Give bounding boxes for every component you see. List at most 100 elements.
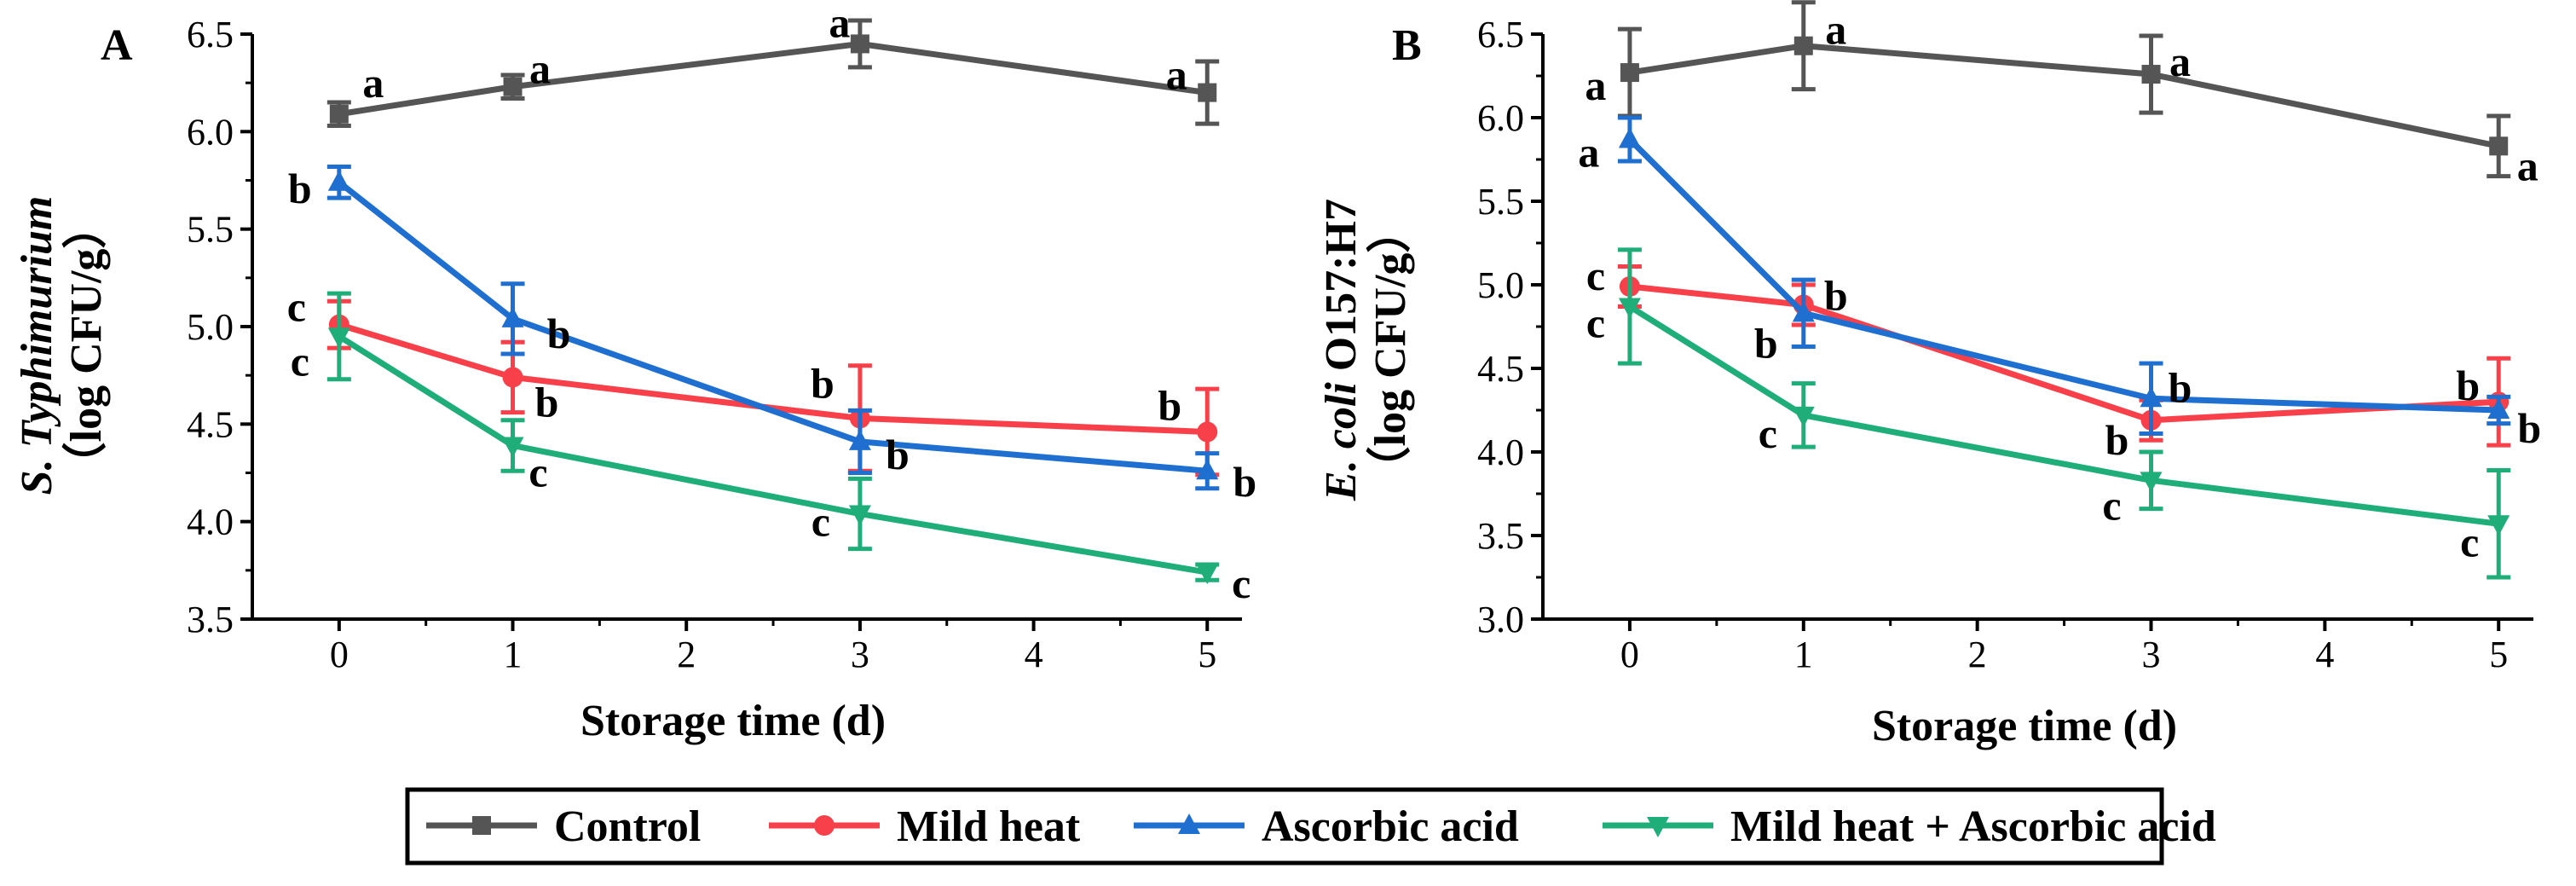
panel-b-series-control: a a a a [1585,0,2538,189]
panel-a-series-control: a a a a [326,0,1220,128]
legend-item-mild-heat: Mild heat [769,802,1081,851]
panel-b-ylabel-unit: （log CFU/g） [1366,209,1415,491]
panel-a-series-mild-heat-ascorbic-acid-point [1196,564,1219,585]
panel-a-series-control-significance-letter: a [829,0,850,46]
panel-a-x-tick-label: 4 [1025,634,1043,675]
legend-label-mild-heat-ascorbic-acid: Mild heat + Ascorbic acid [1730,802,2216,851]
panel-b-series-control-point [1620,63,1639,83]
legend: Control Mild heat Ascorbic acid Mild heat +… [405,787,2216,866]
legend-marker-ascorbic-acid [1178,814,1200,834]
panel-a-y-tick-label: 6.0 [187,111,234,153]
panel-a-y-tick-label: 3.5 [187,599,234,640]
panel-b-x-tick-label: 0 [1620,634,1639,675]
panel-b-series-ascorbic-acid-point [2487,398,2510,419]
panel-a-series-control-significance-letter: a [362,59,384,107]
panel-b-series-mild-heat-ascorbic-acid-significance-letter: c [2102,481,2121,529]
panel-b-series-mild-heat-ascorbic-acid-significance-letter: c [1586,298,1605,346]
panel-a-series-control-significance-letter: a [529,45,551,93]
panel-b-x-tick-label: 2 [1968,634,1987,675]
panel-b-series-control-point [1793,36,1813,55]
legend-box [405,787,2164,866]
panel-a-series-mild-heat-significance-letter: b [535,378,559,426]
panel-a-x-tick-label: 5 [1198,634,1216,675]
legend-marker-control [472,816,491,835]
panel-b-label: B [1392,21,1422,70]
panel-b-series-ascorbic-acid-point [1792,301,1815,322]
legend-item-ascorbic-acid: Ascorbic acid [1134,802,1519,851]
panel-a-y-tick-label: 4.5 [187,403,234,445]
panel-b-series-ascorbic-acid-point [1618,127,1641,148]
panel-b-y-tick-label: 5.0 [1477,264,1524,306]
panel-a-series-ascorbic-acid-point [848,429,871,450]
panel-a-series-mild-heat-ascorbic-acid-line [337,333,1208,576]
panel-a-ylabel-species: S. Typhimurium [13,196,61,495]
panel-a-series-mild-heat-ascorbic-acid: c c c c [291,291,1250,607]
panel-a-y-tick-label: 6.5 [187,14,234,55]
panel-a-series-mild-heat-point [502,367,523,388]
panel-b-series-ascorbic-acid-significance-letter: b [2517,404,2541,452]
panel-a-label: A [101,21,133,70]
panel-b-ylabel-species: E. coli [1317,382,1366,501]
panel-a-series-mild-heat-ascorbic-acid-significance-letter: c [528,448,547,495]
panel-b-series-mild-heat-ascorbic-acid-significance-letter: c [2460,518,2479,565]
panel-a-xlabel: Storage time (d) [580,697,886,745]
legend-label-ascorbic-acid: Ascorbic acid [1262,802,1519,851]
panel-b-y-tick-label: 5.5 [1477,181,1524,223]
panel-b-series-control-line [1629,43,2499,149]
panel-b-series-mild-heat-significance-letter: b [1824,272,1848,320]
panel-a-series-ascorbic-acid-point [327,170,350,191]
panel-a-series-mild-heat-ascorbic-acid-significance-letter: c [291,337,309,385]
panel-b-series-ascorbic-acid-point [2140,386,2163,408]
panel-a-x-tick-label: 3 [851,634,869,675]
panel-b-y-tick-label: 6.5 [1477,14,1524,55]
panel-b-series-mild-heat-significance-letter: b [2456,362,2480,409]
panel-a-x-tick-label: 1 [504,634,523,675]
panel-a-series-control-point [850,34,869,54]
panel-a-ylabel-unit: （log CFU/g） [61,205,111,487]
panel-a-x-tick-label: 2 [677,634,696,675]
panel-a-series-ascorbic-acid-line [337,180,1208,474]
panel-a-series-ascorbic-acid-significance-letter: b [288,165,312,212]
panel-b-series-mild-heat-significance-letter: b [2105,416,2129,464]
panel-b-series-mild-heat-ascorbic-acid-line [1628,304,2499,527]
panel-b-series-mild-heat-ascorbic-acid-point [1618,298,1641,319]
legend-marker-mild-heat [814,815,835,836]
panel-b-y-tick-label: 4.0 [1477,431,1524,473]
panel-b-series-control-point [2141,65,2161,84]
legend-item-mild-heat-ascorbic-acid: Mild heat + Ascorbic acid [1603,802,2216,851]
panel-b-series-control-significance-letter: a [2169,38,2191,85]
panel-b-y-tick-label: 3.5 [1477,515,1524,557]
panel-a-series-ascorbic-acid-point [1196,459,1219,480]
panel-b-series-mild-heat-ascorbic-acid-significance-letter: c [1759,409,1777,457]
panel-b-series-ascorbic-acid-significance-letter: b [2169,363,2192,411]
panel-b-ylabel-title: E. coli O157:H7 [1317,199,1366,501]
panel-b-series-mild-heat: c bbb [1586,252,2511,464]
panel-a-series-control-point [503,77,523,96]
panel-a-y-tick-label: 5.5 [187,209,234,251]
panel-a-series-mild-heat-ascorbic-acid-significance-letter: c [1232,559,1250,607]
panel-a-y-tick-label: 5.0 [187,306,234,348]
panel-a-series-ascorbic-acid-significance-letter: b [1233,458,1256,506]
panel-a-chart: A S. Typhimurium （log CFU/g） Storage tim… [13,0,1256,745]
panel-b-xlabel: Storage time (d) [1872,702,2177,750]
panel-b-ylabel-strain: O157:H7 [1317,199,1366,382]
legend-marker-mild-heat-ascorbic-acid [1647,817,1669,837]
panel-b-series-control-significance-letter: a [2517,142,2538,189]
panel-b-series-ascorbic-acid-significance-letter: b [1754,319,1778,367]
panel-b-series-mild-heat-significance-letter: c [1586,252,1605,299]
panel-b-series-control-significance-letter: a [1585,61,1606,109]
panel-b-x-tick-label: 4 [2315,634,2334,675]
panel-b-chart: B E. coli O157:H7 （log CFU/g） Storage ti… [1317,0,2541,750]
legend-label-mild-heat: Mild heat [897,802,1081,851]
panel-a-series-mild-heat-significance-letter: b [1158,381,1181,429]
panel-b-x-tick-label: 1 [1794,634,1813,675]
panel-b-y-tick-label: 6.0 [1477,97,1524,139]
panel-a-series-ascorbic-acid-significance-letter: b [886,431,910,478]
panel-a-series-mild-heat-ascorbic-acid-point [848,505,871,526]
panel-a-series-control-point [1198,83,1217,102]
